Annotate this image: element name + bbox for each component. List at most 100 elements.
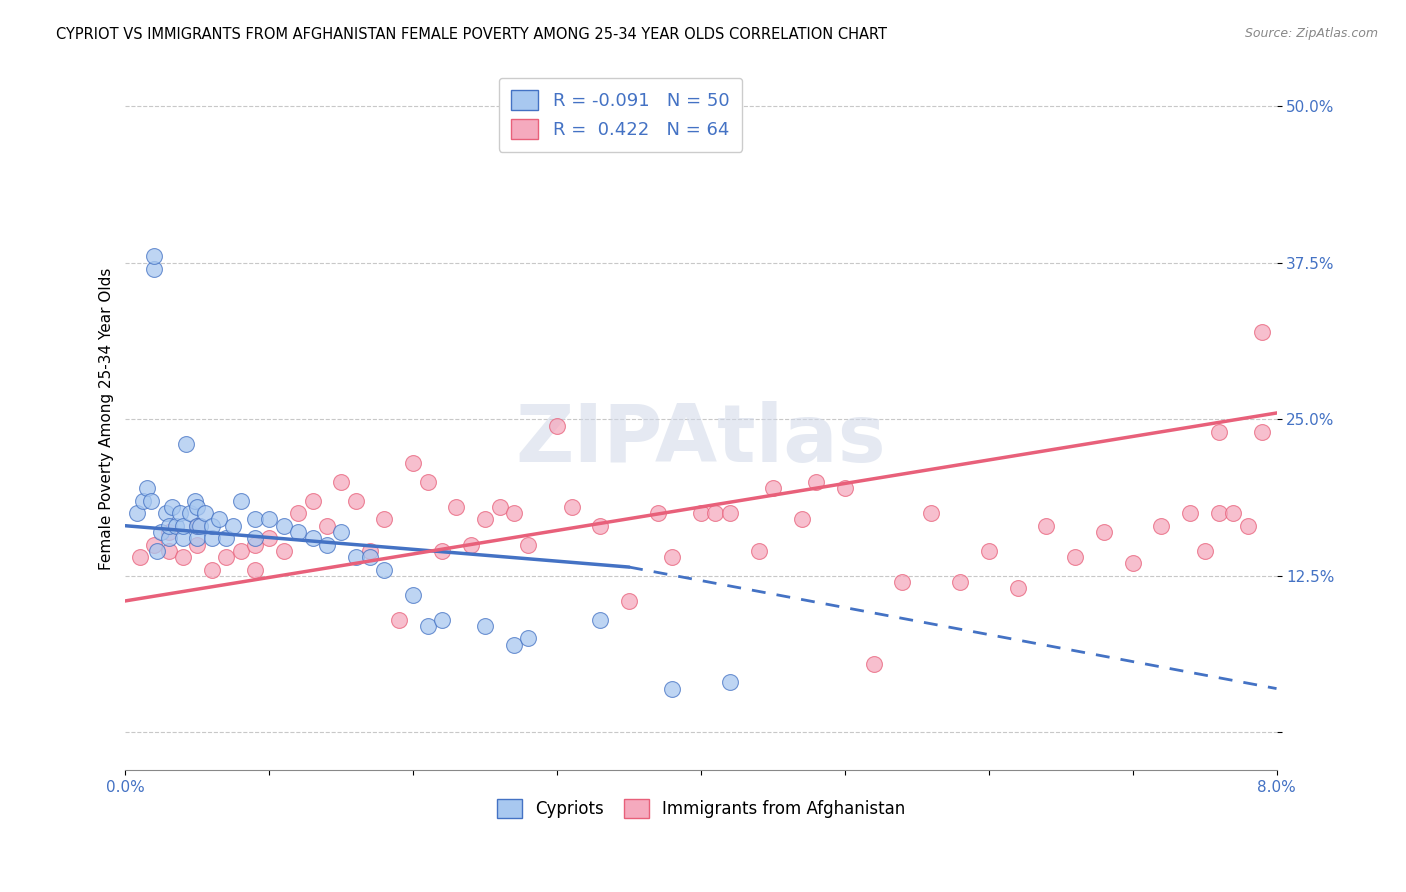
Point (661, 549, 683, 564)
Point (259, 531, 281, 545)
Point (488, 500, 510, 514)
Point (143, 249, 166, 263)
Point (503, 506, 526, 520)
Point (344, 493, 367, 508)
Point (186, 518, 208, 533)
Y-axis label: Female Poverty Among 25-34 Year Olds: Female Poverty Among 25-34 Year Olds (100, 268, 114, 571)
Point (920, 506, 942, 520)
Point (1208, 425, 1230, 439)
Point (344, 549, 367, 564)
Point (229, 543, 252, 558)
Point (186, 537, 208, 551)
Point (155, 506, 177, 520)
Point (862, 657, 884, 671)
Point (949, 575, 972, 590)
Point (194, 506, 217, 520)
Point (1122, 557, 1144, 571)
Point (1092, 524, 1115, 539)
Point (617, 594, 640, 608)
Point (589, 613, 612, 627)
Point (201, 563, 224, 577)
Point (301, 531, 323, 545)
Point (430, 543, 453, 558)
Point (1180, 506, 1202, 520)
Point (977, 543, 1000, 558)
Point (1035, 518, 1057, 533)
Point (834, 481, 856, 495)
Point (273, 543, 295, 558)
Legend: Cypriots, Immigrants from Afghanistan: Cypriots, Immigrants from Afghanistan (491, 793, 912, 825)
Point (704, 506, 727, 520)
Point (150, 524, 173, 539)
Point (1222, 506, 1244, 520)
Point (287, 506, 309, 520)
Point (188, 518, 211, 533)
Point (273, 518, 295, 533)
Point (647, 506, 669, 520)
Point (1007, 582, 1029, 596)
Point (259, 512, 281, 526)
Point (186, 531, 208, 545)
Point (560, 500, 582, 514)
Point (287, 524, 309, 539)
Point (179, 506, 201, 520)
Point (201, 518, 224, 533)
Point (136, 481, 159, 495)
Point (172, 531, 194, 545)
Text: CYPRIOT VS IMMIGRANTS FROM AFGHANISTAN FEMALE POVERTY AMONG 25-34 YEAR OLDS CORR: CYPRIOT VS IMMIGRANTS FROM AFGHANISTAN F… (56, 27, 887, 42)
Point (186, 500, 208, 514)
Point (132, 493, 155, 508)
Point (804, 475, 827, 489)
Point (186, 518, 208, 533)
Point (215, 549, 238, 564)
Point (891, 575, 914, 590)
Point (503, 638, 526, 652)
Point (748, 543, 770, 558)
Point (517, 537, 540, 551)
Point (718, 675, 741, 690)
Point (589, 518, 612, 533)
Point (172, 549, 194, 564)
Point (301, 493, 323, 508)
Point (143, 537, 166, 551)
Point (1194, 543, 1216, 558)
Point (373, 512, 395, 526)
Point (430, 613, 453, 627)
Point (359, 549, 381, 564)
Point (546, 418, 568, 433)
Point (160, 500, 183, 514)
Point (243, 512, 266, 526)
Point (316, 518, 339, 533)
Point (1251, 325, 1274, 339)
Text: ZIPAtlas: ZIPAtlas (516, 401, 886, 479)
Point (446, 500, 468, 514)
Point (316, 537, 339, 551)
Point (243, 531, 266, 545)
Point (402, 588, 425, 602)
Point (1150, 518, 1173, 533)
Point (165, 518, 187, 533)
Point (146, 543, 169, 558)
Point (762, 481, 785, 495)
Point (1251, 425, 1274, 439)
Point (474, 512, 496, 526)
Point (157, 524, 180, 539)
Point (1064, 549, 1087, 564)
Point (373, 563, 395, 577)
Point (157, 531, 180, 545)
Point (157, 543, 180, 558)
Point (388, 613, 411, 627)
Point (1208, 506, 1230, 520)
Point (359, 543, 381, 558)
Point (790, 512, 813, 526)
Point (416, 619, 439, 633)
Point (416, 475, 439, 489)
Point (201, 531, 224, 545)
Point (141, 493, 163, 508)
Point (174, 437, 197, 451)
Point (243, 563, 266, 577)
Point (517, 632, 540, 646)
Point (402, 456, 425, 470)
Point (243, 537, 266, 551)
Point (460, 537, 482, 551)
